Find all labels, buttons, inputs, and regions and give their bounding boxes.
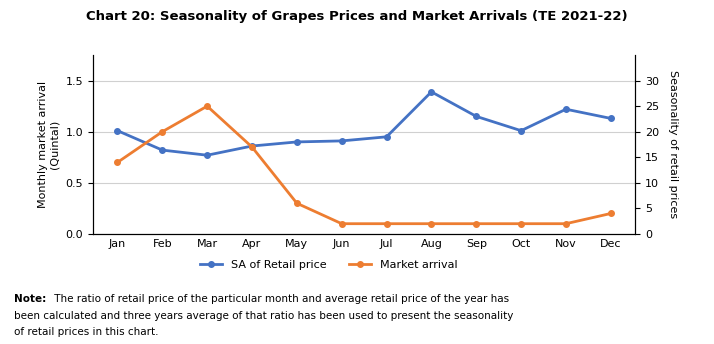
Text: been calculated and three years average of that ratio has been used to present t: been calculated and three years average … — [14, 311, 513, 321]
Legend: SA of Retail price, Market arrival: SA of Retail price, Market arrival — [195, 256, 462, 275]
Y-axis label: Seasonality of retail prices: Seasonality of retail prices — [668, 71, 678, 218]
Text: Note:: Note: — [14, 294, 46, 304]
Text: The ratio of retail price of the particular month and average retail price of th: The ratio of retail price of the particu… — [51, 294, 510, 304]
Y-axis label: Monthly market arrival
(Quintal): Monthly market arrival (Quintal) — [39, 81, 60, 208]
Text: of retail prices in this chart.: of retail prices in this chart. — [14, 327, 159, 337]
Text: Chart 20: Seasonality of Grapes Prices and Market Arrivals (TE 2021-22): Chart 20: Seasonality of Grapes Prices a… — [86, 10, 628, 23]
